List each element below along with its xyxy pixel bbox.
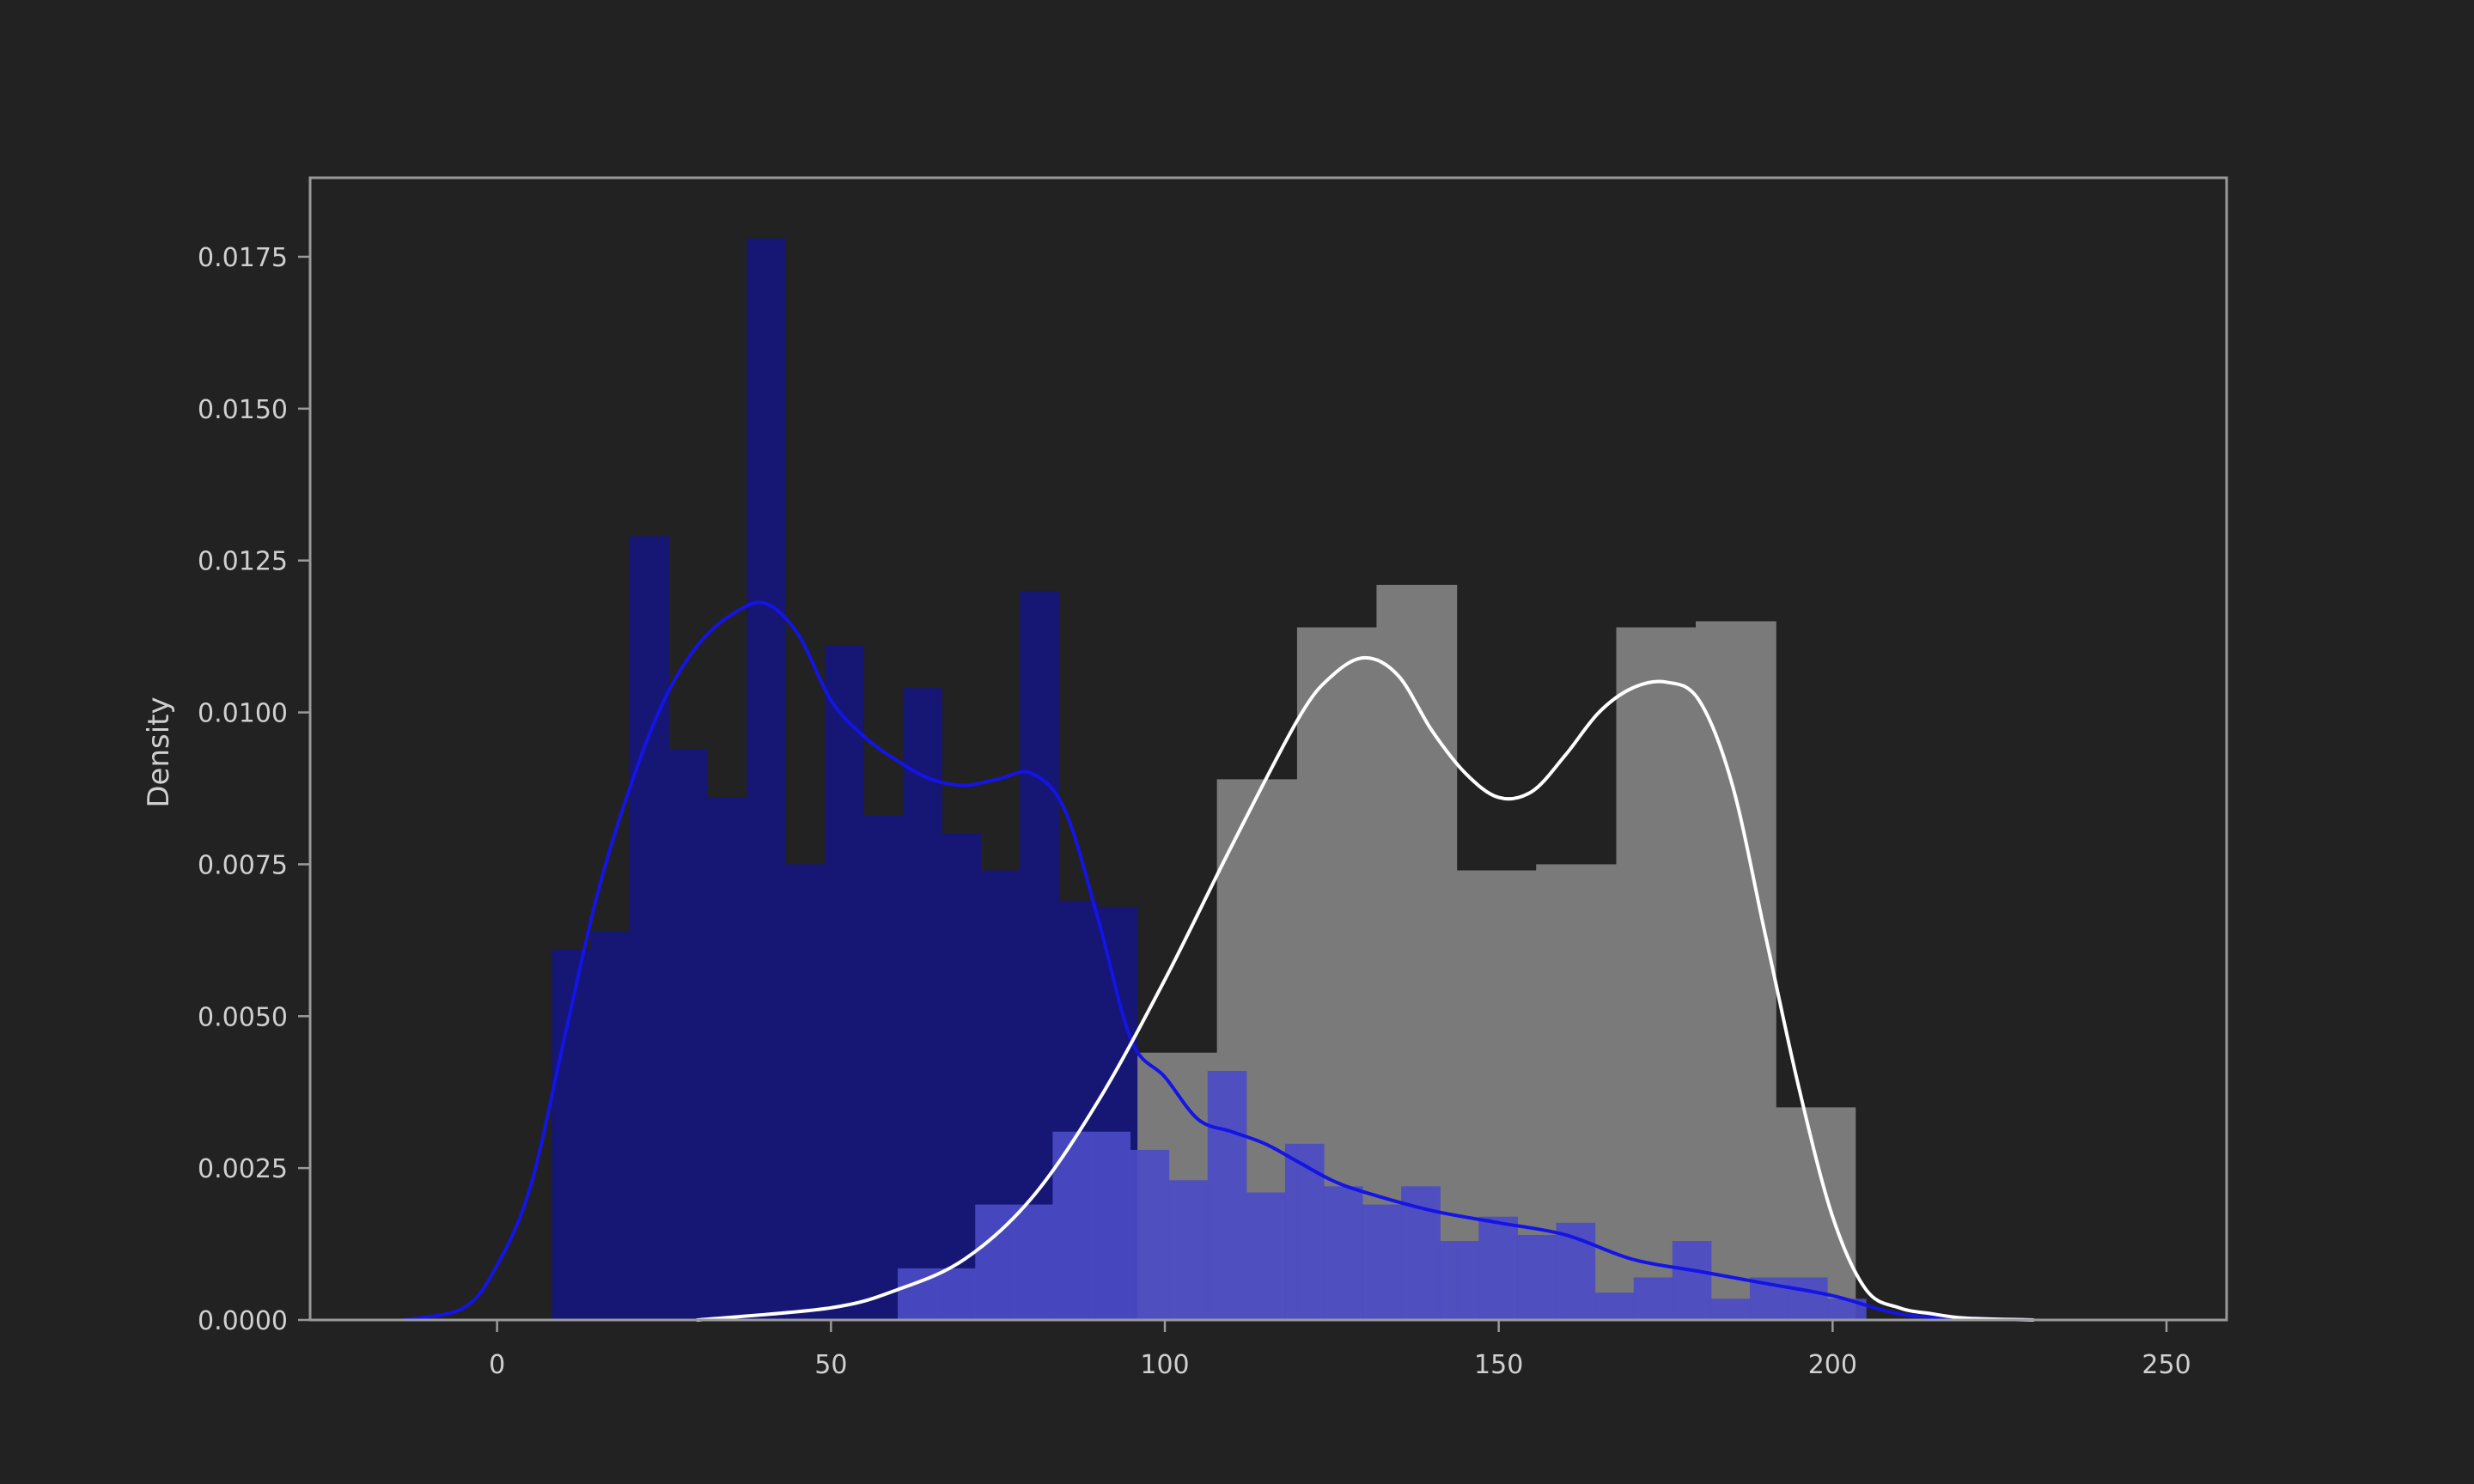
histogram-bar-series-2-bin-9 <box>1246 1192 1286 1320</box>
histogram-bar-series-0-bin-7 <box>825 645 864 1320</box>
histogram-bar-series-2-bin-16 <box>1517 1234 1557 1320</box>
histogram-bar-series-0-bin-9 <box>903 688 942 1320</box>
histogram-bar-series-2-bin-8 <box>1207 1070 1247 1320</box>
histogram-bar-series-2-bin-19 <box>1633 1277 1673 1320</box>
y-tick-label-6: 0.0150 <box>198 395 288 425</box>
y-tick-label-2: 0.0050 <box>198 1002 288 1032</box>
y-tick-label-1: 0.0025 <box>198 1154 288 1184</box>
histogram-bar-series-1-bin-6 <box>1616 627 1697 1320</box>
histogram-bar-series-2-bin-18 <box>1594 1292 1635 1320</box>
y-tick-label-5: 0.0125 <box>198 547 288 577</box>
y-axis-title: Density <box>142 696 176 807</box>
y-axis: 0.0000 0.0025 0.0050 0.0075 0.0100 0.0125 0.01… <box>198 243 310 1336</box>
y-tick-label-3: 0.0075 <box>198 850 288 880</box>
histogram-bar-series-0-bin-4 <box>707 797 747 1320</box>
y-tick-label-0: 0.0000 <box>198 1306 288 1336</box>
histogram-bar-series-1-bin-7 <box>1696 621 1776 1320</box>
x-tick-label-5: 250 <box>2142 1350 2191 1380</box>
histogram-bar-series-2-bin-7 <box>1168 1180 1209 1320</box>
histogram-bar-series-0-bin-3 <box>668 749 709 1320</box>
histogram-bar-series-2-bin-5 <box>1091 1131 1131 1320</box>
histogram-bar-series-0-bin-8 <box>863 815 904 1320</box>
x-axis: 0 50 100 150 200 250 <box>489 1320 2191 1380</box>
y-tick-label-7: 0.0175 <box>198 243 288 273</box>
plot-area-frame <box>308 176 2228 1322</box>
histogram-bar-series-2-bin-20 <box>1672 1241 1712 1320</box>
histogram-bar-series-2-bin-6 <box>1130 1149 1170 1320</box>
x-tick-label-0: 0 <box>489 1350 505 1380</box>
y-tick-label-4: 0.0100 <box>198 699 288 729</box>
x-tick-label-1: 50 <box>814 1350 847 1380</box>
histogram-bar-series-2-bin-14 <box>1440 1241 1479 1320</box>
x-tick-label-3: 150 <box>1474 1350 1523 1380</box>
histogram-bar-series-2-bin-15 <box>1478 1216 1518 1320</box>
kde-line-0 <box>401 600 2035 1322</box>
kde-lines <box>401 600 2035 1322</box>
histogram-bars <box>551 238 1867 1321</box>
histogram-bar-series-0-bin-2 <box>629 536 669 1320</box>
x-tick-label-2: 100 <box>1140 1350 1189 1380</box>
histogram-bar-series-2-bin-12 <box>1362 1204 1402 1320</box>
histogram-bar-series-0-bin-6 <box>785 864 826 1320</box>
histogram-bar-series-2-bin-11 <box>1324 1186 1363 1320</box>
histogram-bar-series-0-bin-5 <box>746 238 786 1321</box>
histogram-bar-series-2-bin-21 <box>1710 1298 1751 1320</box>
histogram-bar-series-2-bin-3 <box>1014 1204 1053 1320</box>
histogram-bar-series-2-bin-1 <box>936 1268 976 1320</box>
histogram-bar-series-2-bin-23 <box>1788 1277 1828 1320</box>
histogram-bar-series-0-bin-10 <box>941 834 982 1320</box>
kde-line-1 <box>695 655 2035 1322</box>
x-tick-label-4: 200 <box>1808 1350 1857 1380</box>
histogram-bar-series-0-bin-1 <box>590 931 631 1320</box>
histogram-bar-series-2-bin-10 <box>1284 1143 1325 1320</box>
